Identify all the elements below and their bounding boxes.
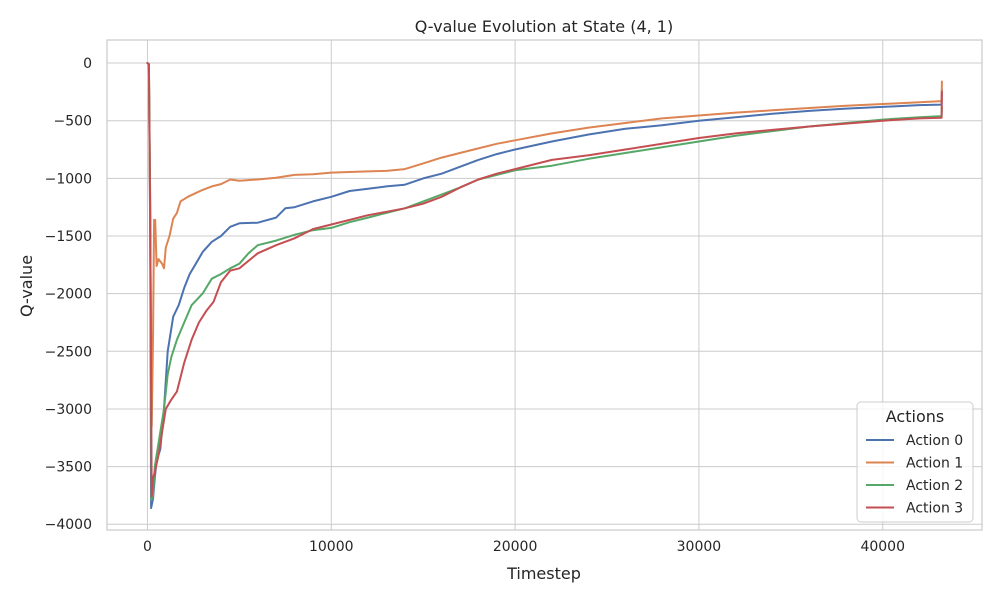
legend: Actions Action 0 Action 1 Action 2 Action 3 (856, 401, 974, 523)
chart-title: Q-value Evolution at State (4, 1) (415, 17, 673, 36)
x-tick-label: 10000 (309, 539, 354, 555)
y-tick-label: −3000 (45, 402, 92, 418)
series-line-action-2 (146, 62, 943, 501)
legend-items: Action 0 Action 1 Action 2 Action 3 (866, 433, 963, 517)
legend-label-action-3: Action 3 (906, 501, 963, 517)
series-line-action-0 (146, 62, 943, 510)
y-tick-label: −2000 (45, 287, 92, 303)
x-tick-label: 0 (143, 539, 152, 555)
y-tick-label: −1000 (45, 171, 92, 187)
x-tick-label: 20000 (493, 539, 538, 555)
legend-box (856, 401, 974, 523)
x-axis-label: Timestep (506, 564, 581, 583)
legend-label-action-0: Action 0 (906, 433, 963, 449)
grid (107, 40, 982, 530)
legend-title: Actions (886, 407, 944, 426)
series-line-action-1 (146, 62, 943, 428)
x-tick-label: 30000 (677, 539, 722, 555)
legend-label-action-2: Action 2 (906, 478, 963, 494)
y-tick-label: 0 (83, 56, 92, 72)
y-tick-label: −500 (54, 114, 92, 130)
tick-labels: 0 10000 20000 30000 40000 0 −500 −1000 −1500 −200… (45, 56, 905, 555)
plot-frame (106, 39, 983, 531)
plot-lines (146, 62, 943, 510)
y-tick-label: −2500 (45, 344, 92, 360)
y-tick-label: −3500 (45, 460, 92, 476)
legend-label-action-1: Action 1 (906, 456, 963, 472)
y-tick-label: −1500 (45, 229, 92, 245)
x-tick-label: 40000 (860, 539, 905, 555)
y-tick-label: −4000 (45, 517, 92, 533)
series-line-action-3 (146, 62, 943, 498)
y-axis-label: Q-value (17, 255, 36, 317)
